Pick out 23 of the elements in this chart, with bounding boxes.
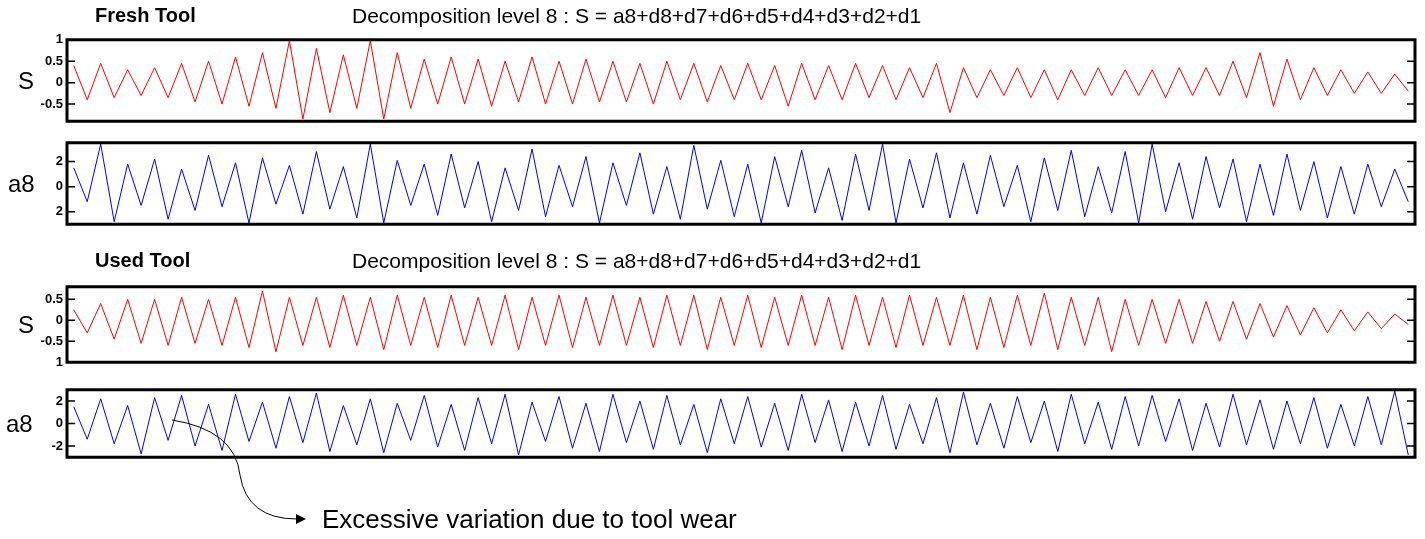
- chart-subtitle: Decomposition level 8 : S = a8+d8+d7+d6+d5+d4+d3+d2+d1: [352, 4, 922, 28]
- y-tick-label: 0: [55, 415, 63, 431]
- y-tick-label: 0.5: [44, 290, 63, 306]
- y-tick-label: -0.5: [40, 332, 63, 348]
- y-tick-label: 0.5: [44, 52, 63, 68]
- y-tick-label: -2: [51, 437, 63, 453]
- y-tick-label: 2: [55, 392, 63, 408]
- y-tick-label: 2: [55, 203, 63, 219]
- y-axis-title: a8: [6, 409, 33, 438]
- chart-title: Fresh Tool: [95, 4, 196, 27]
- y-tick-label: 0: [55, 74, 63, 90]
- y-tick-label: 0: [55, 311, 63, 327]
- y-tick-label: 0: [55, 178, 63, 194]
- chart-title: Used Tool: [95, 249, 191, 272]
- chart-subtitle: Decomposition level 8 : S = a8+d8+d7+d6+d5+d4+d3+d2+d1: [352, 249, 922, 273]
- y-tick-label: 2: [55, 153, 63, 169]
- y-axis-title: S: [18, 66, 35, 95]
- text: Excessive variation due to tool wear: [322, 504, 737, 535]
- y-tick-label: 1: [55, 353, 63, 369]
- y-tick-label: -0.5: [40, 95, 63, 111]
- y-axis-title: S: [18, 310, 35, 339]
- y-tick-label: 1: [55, 31, 63, 47]
- y-axis-title: a8: [8, 169, 35, 198]
